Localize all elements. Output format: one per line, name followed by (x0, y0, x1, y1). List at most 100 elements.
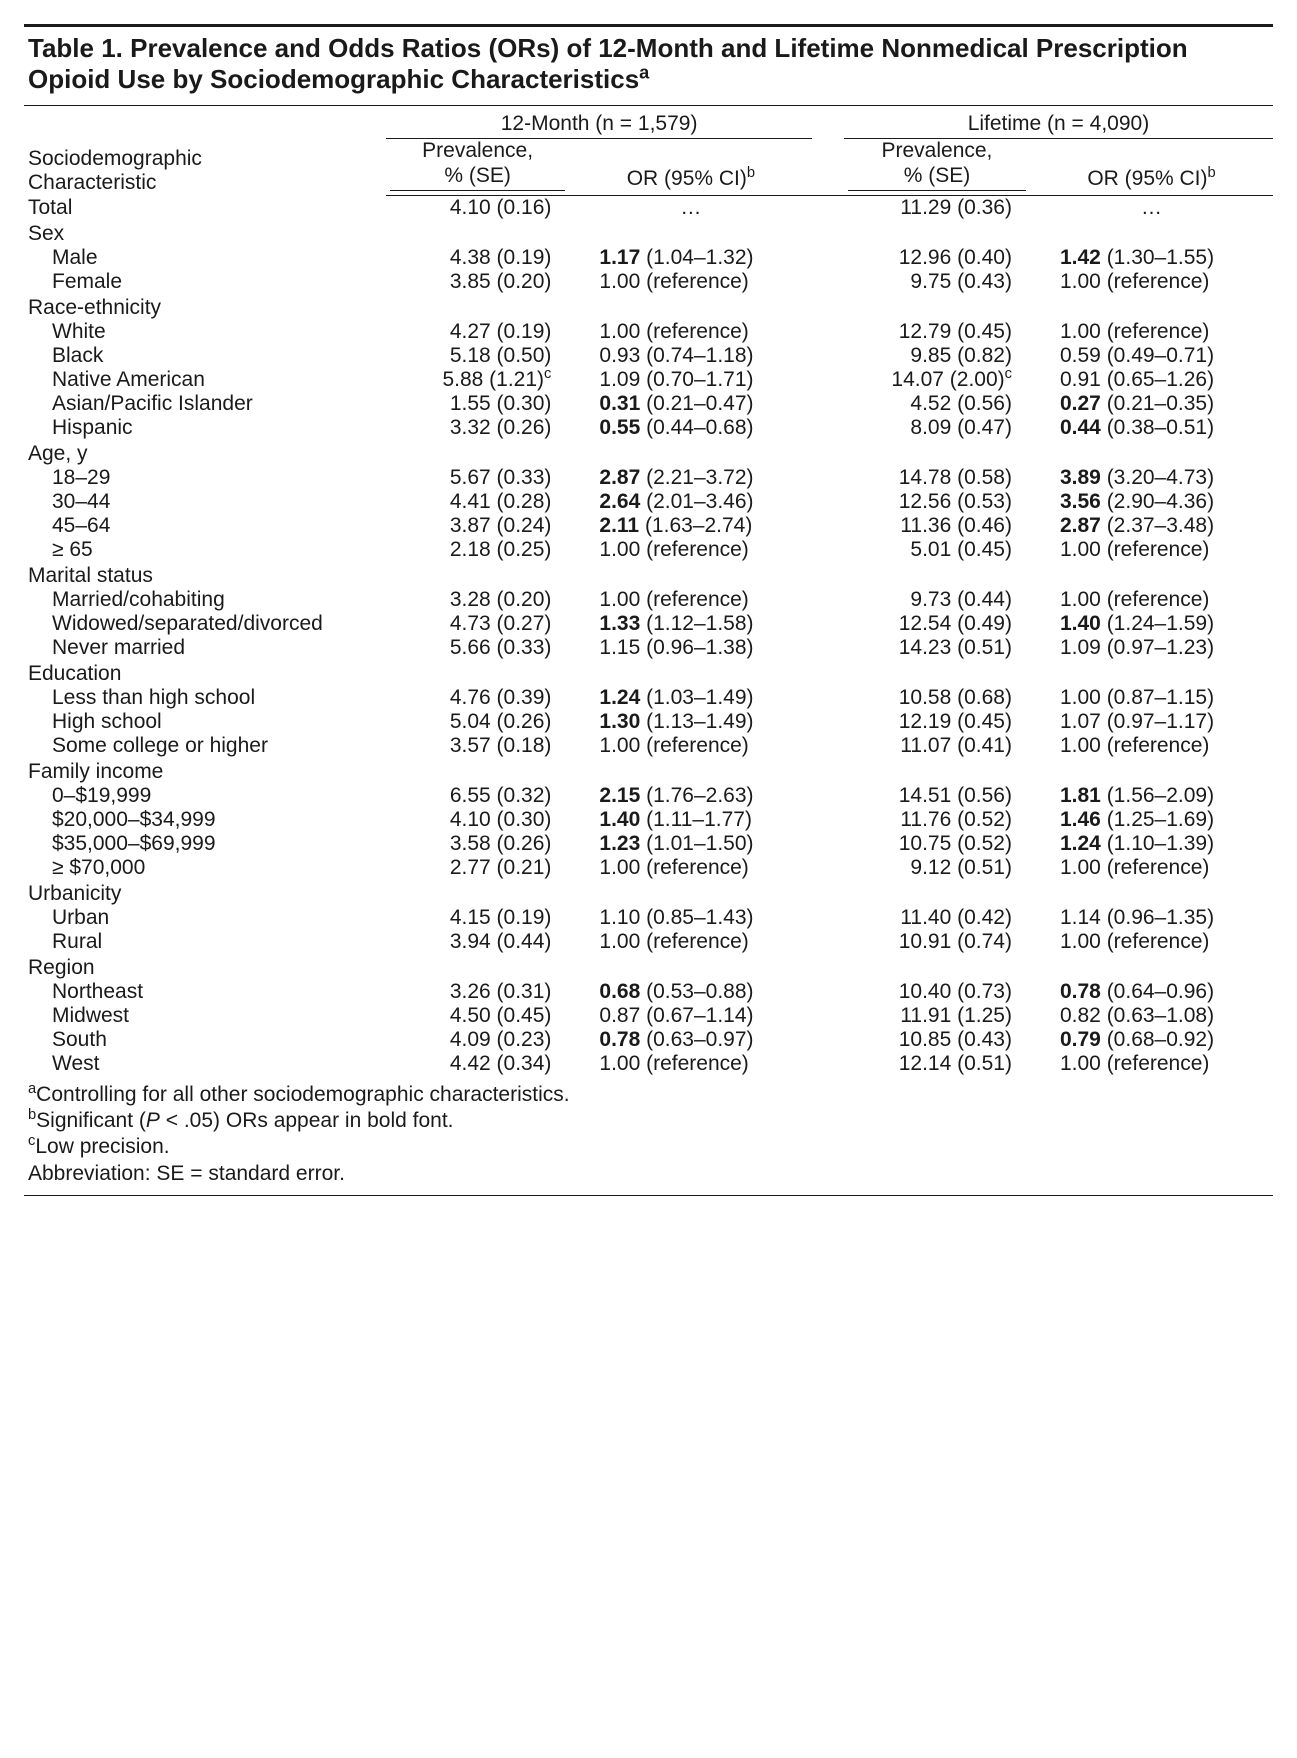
cell-or-life: 1.14 (0.96–1.35) (1030, 906, 1273, 930)
table-row: ≥ 652.18 (0.25)1.00 (reference)5.01 (0.4… (24, 538, 1273, 562)
cell-or-life: 1.00 (reference) (1030, 538, 1273, 562)
table-row: Sex (24, 220, 1273, 246)
cell-prev-12m: 4.27 (0.19) (386, 320, 570, 344)
row-label: $35,000–$69,999 (24, 832, 386, 856)
row-label: White (24, 320, 386, 344)
cell-prev-life: 10.85 (0.43) (844, 1028, 1030, 1052)
row-label: South (24, 1028, 386, 1052)
row-label: Native American (24, 368, 386, 392)
cell-prev-12m: 5.18 (0.50) (386, 344, 570, 368)
cell-prev-12m: 1.55 (0.30) (386, 392, 570, 416)
cell-prev-life: 10.40 (0.73) (844, 980, 1030, 1004)
cell-prev-life: 14.23 (0.51) (844, 636, 1030, 660)
cell-or-life: 1.00 (reference) (1030, 930, 1273, 954)
row-label: 18–29 (24, 466, 386, 490)
cell-or-12m: 1.00 (reference) (569, 856, 812, 880)
cell-or-12m: 2.11 (1.63–2.74) (569, 514, 812, 538)
table-row: Asian/Pacific Islander1.55 (0.30)0.31 (0… (24, 392, 1273, 416)
cell-prev-12m: 5.88 (1.21)c (386, 368, 570, 392)
cell-prev-life: 12.56 (0.53) (844, 490, 1030, 514)
cell-or-life: 1.00 (reference) (1030, 588, 1273, 612)
table-row: Married/cohabiting3.28 (0.20)1.00 (refer… (24, 588, 1273, 612)
row-label: 45–64 (24, 514, 386, 538)
cell-or-12m: … (569, 195, 812, 220)
cell-or-12m: 0.68 (0.53–0.88) (569, 980, 812, 1004)
section-label: Urbanicity (24, 880, 1273, 906)
cell-prev-12m: 5.04 (0.26) (386, 710, 570, 734)
table-row: Male4.38 (0.19)1.17 (1.04–1.32)12.96 (0.… (24, 246, 1273, 270)
table-row: Less than high school4.76 (0.39)1.24 (1.… (24, 686, 1273, 710)
cell-prev-life: 11.29 (0.36) (844, 195, 1030, 220)
cell-or-life: 1.00 (reference) (1030, 1052, 1273, 1076)
cell-prev-life: 14.51 (0.56) (844, 784, 1030, 808)
row-label: Asian/Pacific Islander (24, 392, 386, 416)
cell-or-12m: 1.09 (0.70–1.71) (569, 368, 812, 392)
cell-prev-12m: 6.55 (0.32) (386, 784, 570, 808)
cell-prev-life: 9.85 (0.82) (844, 344, 1030, 368)
row-label: Urban (24, 906, 386, 930)
cell-or-life: 1.00 (reference) (1030, 270, 1273, 294)
cell-prev-life: 11.36 (0.46) (844, 514, 1030, 538)
cell-or-life: 1.00 (reference) (1030, 856, 1273, 880)
cell-or-life: 2.87 (2.37–3.48) (1030, 514, 1273, 538)
table-row: Race-ethnicity (24, 294, 1273, 320)
cell-or-life: 1.24 (1.10–1.39) (1030, 832, 1273, 856)
row-label: Widowed/separated/divorced (24, 612, 386, 636)
row-label: Female (24, 270, 386, 294)
cell-prev-life: 11.07 (0.41) (844, 734, 1030, 758)
cell-or-12m: 1.00 (reference) (569, 270, 812, 294)
cell-prev-12m: 5.66 (0.33) (386, 636, 570, 660)
cell-or-12m: 0.55 (0.44–0.68) (569, 416, 812, 440)
table-row: Never married5.66 (0.33)1.15 (0.96–1.38)… (24, 636, 1273, 660)
row-label: Some college or higher (24, 734, 386, 758)
cell-prev-12m: 4.73 (0.27) (386, 612, 570, 636)
footnote: Abbreviation: SE = standard error. (28, 1161, 1269, 1187)
footnote: aControlling for all other sociodemograp… (28, 1082, 1269, 1108)
cell-or-12m: 1.33 (1.12–1.58) (569, 612, 812, 636)
cell-prev-life: 14.78 (0.58) (844, 466, 1030, 490)
cell-or-life: 0.44 (0.38–0.51) (1030, 416, 1273, 440)
cell-prev-12m: 4.38 (0.19) (386, 246, 570, 270)
cell-or-12m: 1.24 (1.03–1.49) (569, 686, 812, 710)
cell-prev-12m: 3.58 (0.26) (386, 832, 570, 856)
cell-prev-12m: 5.67 (0.33) (386, 466, 570, 490)
cell-or-life: 1.00 (reference) (1030, 320, 1273, 344)
rowhead-label: SociodemographicCharacteristic (24, 106, 386, 195)
table-row: Widowed/separated/divorced4.73 (0.27)1.3… (24, 612, 1273, 636)
table-row: Region (24, 954, 1273, 980)
cell-prev-12m: 4.15 (0.19) (386, 906, 570, 930)
table-row: 0–$19,9996.55 (0.32)2.15 (1.76–2.63)14.5… (24, 784, 1273, 808)
cell-prev-life: 11.40 (0.42) (844, 906, 1030, 930)
cell-prev-life: 11.91 (1.25) (844, 1004, 1030, 1028)
row-label: 30–44 (24, 490, 386, 514)
cell-prev-12m: 4.42 (0.34) (386, 1052, 570, 1076)
cell-or-life: 1.81 (1.56–2.09) (1030, 784, 1273, 808)
cell-prev-12m: 3.87 (0.24) (386, 514, 570, 538)
cell-or-life: 1.09 (0.97–1.23) (1030, 636, 1273, 660)
row-label: Total (24, 195, 386, 220)
cell-prev-life: 11.76 (0.52) (844, 808, 1030, 832)
cell-prev-life: 10.58 (0.68) (844, 686, 1030, 710)
table-row: Native American5.88 (1.21)c1.09 (0.70–1.… (24, 368, 1273, 392)
cell-or-12m: 2.64 (2.01–3.46) (569, 490, 812, 514)
cell-prev-12m: 3.26 (0.31) (386, 980, 570, 1004)
table-row: Education (24, 660, 1273, 686)
col-or-12m: OR (95% CI)b (569, 139, 812, 195)
cell-prev-life: 4.52 (0.56) (844, 392, 1030, 416)
table-row: Black5.18 (0.50)0.93 (0.74–1.18)9.85 (0.… (24, 344, 1273, 368)
table-row: $20,000–$34,9994.10 (0.30)1.40 (1.11–1.7… (24, 808, 1273, 832)
cell-or-life: 0.91 (0.65–1.26) (1030, 368, 1273, 392)
row-label: Less than high school (24, 686, 386, 710)
cell-or-12m: 1.00 (reference) (569, 734, 812, 758)
cell-prev-12m: 3.28 (0.20) (386, 588, 570, 612)
cell-or-life: 1.07 (0.97–1.17) (1030, 710, 1273, 734)
cell-or-life: 0.82 (0.63–1.08) (1030, 1004, 1273, 1028)
cell-or-12m: 0.87 (0.67–1.14) (569, 1004, 812, 1028)
cell-or-12m: 1.00 (reference) (569, 588, 812, 612)
row-label: $20,000–$34,999 (24, 808, 386, 832)
table-row: Family income (24, 758, 1273, 784)
row-label: Male (24, 246, 386, 270)
cell-or-12m: 1.30 (1.13–1.49) (569, 710, 812, 734)
cell-prev-life: 12.14 (0.51) (844, 1052, 1030, 1076)
cell-or-life: 1.40 (1.24–1.59) (1030, 612, 1273, 636)
